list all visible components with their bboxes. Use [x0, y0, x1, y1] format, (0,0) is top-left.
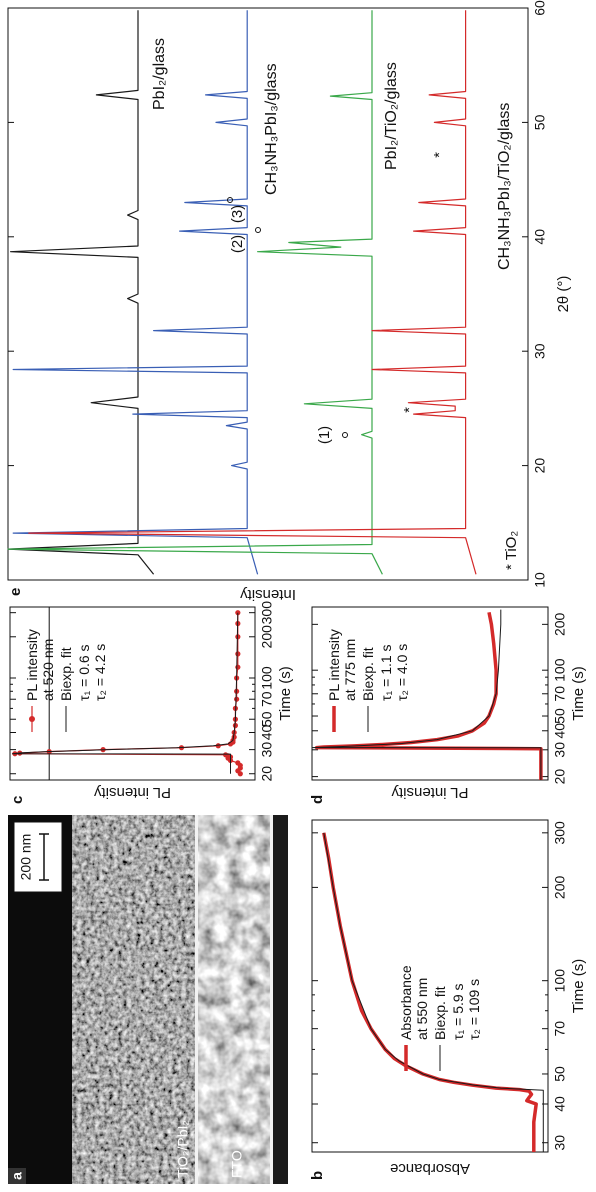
x-tick-label: 30	[259, 742, 275, 758]
sem-image: 200 nm TiO₂/PbI₂ FTO a	[8, 815, 288, 1184]
sem-interface-line	[270, 815, 273, 1184]
x-tick-label: 70	[259, 691, 275, 707]
annotation: *	[401, 407, 418, 413]
legend-row: Absorbance at 550 nm	[398, 936, 430, 1071]
x-tick-label: 30	[552, 1135, 568, 1151]
x-tick-label: 30	[552, 742, 568, 758]
x-tick-label: 20	[532, 458, 548, 474]
legend-swatch-marker	[29, 716, 35, 722]
legend-label: PL intensity at 775 nm	[326, 629, 358, 701]
sem-interface-line	[195, 815, 198, 1184]
x-axis-label: Time (s)	[570, 959, 587, 1013]
x-axis-label: Time (s)	[277, 666, 294, 720]
legend-label: Biexp. fit	[58, 647, 74, 701]
data-point	[235, 651, 240, 656]
x-tick-label: 20	[552, 769, 568, 785]
legend-row: PL intensity at 775 nm	[326, 597, 358, 732]
legend-row: Biexp. fit	[432, 936, 448, 1071]
annotation: * TiO₂	[503, 531, 520, 570]
x-tick-label: 70	[552, 1021, 568, 1037]
annotation: (2)	[229, 235, 246, 253]
series-label: CH₃NH₃PbI₃/TiO₂/glass	[496, 103, 513, 270]
x-tick-label: 100	[552, 658, 568, 682]
panel-label: e	[7, 588, 24, 596]
legend-label: Absorbance at 550 nm	[398, 965, 430, 1040]
x-tick-label: 200	[552, 876, 568, 900]
panel-label: d	[309, 795, 326, 804]
legend-label: Biexp. fit	[432, 986, 448, 1040]
legend-row: Biexp. fit	[58, 597, 74, 732]
legend-label: Biexp. fit	[360, 647, 376, 701]
legend-note: τ₂ = 109 s	[466, 936, 482, 1071]
rotated-figure: 200 nm TiO₂/PbI₂ FTO a 30405070100200300…	[0, 0, 596, 1192]
x-tick-label: 100	[259, 666, 275, 690]
legend-note: τ₂ = 4.2 s	[92, 597, 108, 732]
x-tick-label: 300	[552, 821, 568, 845]
data-point	[223, 752, 228, 757]
data-point	[235, 665, 240, 670]
layer-label: FTO	[229, 1150, 245, 1178]
series-label: PbI₂/TiO₂/glass	[383, 62, 400, 170]
x-tick-label: 300	[259, 601, 275, 625]
legend-swatch	[434, 1045, 446, 1071]
x-tick-label: 40	[532, 229, 548, 245]
y-axis-label: Absorbance	[390, 1160, 470, 1177]
figure: 200 nm TiO₂/PbI₂ FTO a 30405070100200300…	[0, 0, 596, 1192]
annotation: (3)	[229, 205, 246, 223]
x-axis-label: 2θ (°)	[555, 276, 572, 313]
y-axis-label: Intensity	[240, 586, 296, 603]
legend-label: PL intensity at 520 nm	[24, 629, 56, 701]
x-tick-label: 40	[552, 1096, 568, 1112]
x-tick-label: 200	[259, 625, 275, 649]
legend-swatch	[362, 706, 374, 732]
x-tick-label: 200	[552, 612, 568, 636]
legend-note: τ₂ = 4.0 s	[394, 597, 410, 732]
panel-label: a	[9, 1172, 25, 1180]
x-tick-label: 50	[552, 708, 568, 724]
legend-note: τ₁ = 1.1 s	[378, 597, 394, 732]
legend-swatch	[328, 706, 340, 732]
page: 200 nm TiO₂/PbI₂ FTO a 30405070100200300…	[0, 0, 596, 1192]
legend-note: τ₁ = 0.6 s	[76, 597, 92, 732]
annotation: *	[431, 152, 448, 158]
x-tick-label: 50	[259, 711, 275, 727]
legend-swatch	[400, 1045, 412, 1071]
data-point	[235, 760, 240, 765]
x-tick-label: 10	[532, 572, 548, 588]
panel-label: b	[309, 1171, 326, 1180]
panel-label: c	[9, 796, 26, 804]
legend-row: PL intensity at 520 nm	[24, 597, 56, 732]
y-axis-label: PL intensity	[391, 784, 468, 801]
x-tick-label: 50	[532, 114, 548, 130]
layer-label: TiO₂/PbI₂	[175, 1120, 191, 1178]
x-tick-label: 30	[532, 343, 548, 359]
x-tick-label: 40	[552, 723, 568, 739]
sem-substrate	[273, 815, 288, 1184]
series-label: PbI₂/glass	[151, 38, 168, 110]
x-tick-label: 50	[552, 1066, 568, 1082]
legend-row: Biexp. fit	[360, 597, 376, 732]
data-point	[234, 697, 239, 702]
x-tick-label: 70	[552, 686, 568, 702]
legend-swatch	[60, 706, 72, 732]
x-tick-label: 100	[552, 969, 568, 993]
x-axis-label: Time (s)	[570, 666, 587, 720]
sem-fto-texture	[198, 815, 270, 1184]
y-axis-label: PL intensity	[94, 784, 171, 801]
scale-bar-label: 200 nm	[18, 834, 34, 881]
x-tick-label: 60	[532, 0, 548, 16]
series-label: CH₃NH₃PbI₃/glass	[263, 63, 280, 195]
legend-note: τ₁ = 5.9 s	[450, 936, 466, 1071]
legend-swatch	[26, 706, 38, 732]
annotation: (1)	[316, 426, 333, 444]
x-tick-label: 20	[259, 766, 275, 782]
